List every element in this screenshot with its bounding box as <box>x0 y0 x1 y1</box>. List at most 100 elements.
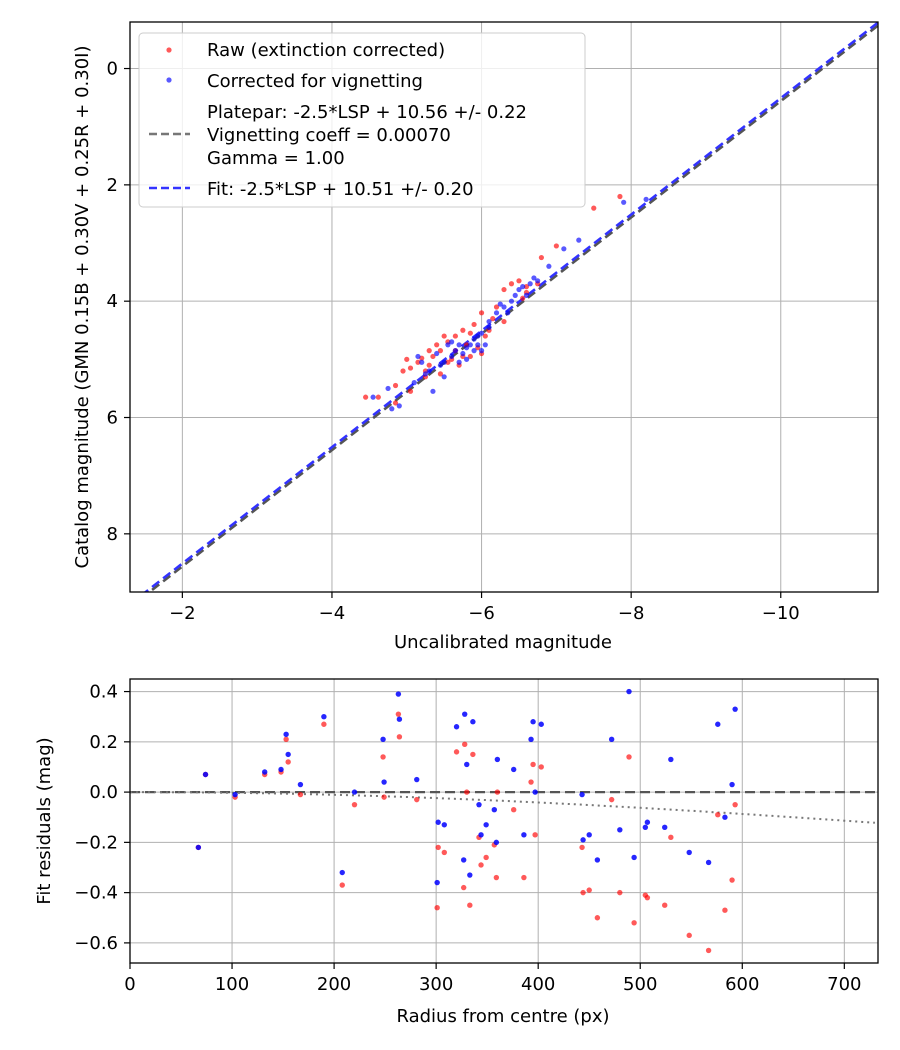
raw-residual-point <box>538 764 544 770</box>
raw-residual-point <box>580 889 586 896</box>
corrected-residual-point <box>594 857 601 863</box>
corrected-point <box>441 359 447 365</box>
corrected-residual-point <box>608 736 615 743</box>
bottom-chart: 0 100 200 300 400 500 600 700 0.4 0.2 0.0 −0.2 −0.4 −… <box>34 678 879 1027</box>
x-tick-label: 300 <box>419 974 453 995</box>
corrected-point <box>531 275 537 281</box>
corrected-residual-point <box>631 854 637 861</box>
corrected-point <box>497 301 503 307</box>
y-tick-label: −0.2 <box>74 832 118 853</box>
vignetting-curve <box>130 791 875 824</box>
top-x-label: Uncalibrated magnitude <box>394 632 612 653</box>
corrected-residual-point <box>686 849 692 856</box>
y-tick-label: −0.6 <box>74 933 118 954</box>
corrected-residual-point <box>467 872 473 878</box>
corrected-residual-point <box>491 806 498 813</box>
raw-residual-point <box>732 801 738 808</box>
raw-residual-point <box>705 947 712 954</box>
corrected-residual-point <box>202 771 209 778</box>
corrected-point <box>486 324 492 330</box>
raw-point <box>407 365 414 371</box>
corrected-residual-point <box>460 857 467 863</box>
raw-residual-point <box>686 932 692 939</box>
corrected-point <box>441 374 447 380</box>
corrected-residual-point <box>395 691 402 697</box>
legend-platepar-line2: Vignetting coeff = 0.00070 <box>207 125 451 146</box>
legend-platepar-line3: Gamma = 1.00 <box>207 148 345 169</box>
raw-residual-point <box>414 796 420 803</box>
corrected-point <box>426 368 432 374</box>
corrected-residual-point <box>626 688 632 695</box>
corrected-point <box>396 403 402 409</box>
corrected-residual-point <box>262 769 268 775</box>
raw-residual-point <box>460 884 467 891</box>
corrected-point <box>437 362 444 368</box>
raw-residual-point <box>617 889 623 896</box>
y-tick-label: 2 <box>107 175 118 196</box>
raw-residual-point <box>626 754 632 760</box>
corrected-residual-point <box>538 721 544 727</box>
raw-point <box>404 356 410 362</box>
bottom-y-label: Fit residuals (mag) <box>34 737 55 904</box>
bottom-reference-lines <box>130 790 878 824</box>
corrected-residual-point <box>705 859 712 866</box>
corrected-residual-point <box>278 766 284 773</box>
corrected-point <box>478 330 485 336</box>
raw-point <box>400 368 406 374</box>
corrected-residual-point <box>339 869 345 876</box>
platepar-line <box>147 24 878 592</box>
raw-point <box>363 394 369 400</box>
x-tick-label: 100 <box>215 974 249 995</box>
raw-residual-point <box>579 844 585 851</box>
top-corrected-points <box>370 196 649 412</box>
corrected-point <box>415 353 421 360</box>
raw-point <box>437 348 444 354</box>
corrected-residual-point <box>644 819 651 825</box>
raw-residual-point <box>532 832 538 838</box>
corrected-residual-point <box>297 781 304 788</box>
raw-point <box>467 330 473 336</box>
raw-point <box>452 333 458 339</box>
raw-point <box>392 400 399 406</box>
x-tick-label: −6 <box>468 603 495 624</box>
raw-residual-point <box>478 862 484 868</box>
raw-residual-point <box>395 711 402 717</box>
corrected-point <box>467 342 473 348</box>
corrected-point <box>546 263 552 269</box>
corrected-point <box>434 350 440 357</box>
raw-point <box>553 243 559 249</box>
raw-point <box>445 359 451 365</box>
corrected-residual-point <box>441 822 448 828</box>
raw-point <box>426 362 432 368</box>
raw-residual-point <box>434 905 440 911</box>
corrected-point <box>535 278 541 284</box>
corrected-residual-point <box>493 839 500 846</box>
x-tick-label: −10 <box>762 603 800 624</box>
raw-residual-point <box>380 754 386 760</box>
corrected-residual-point <box>521 832 527 838</box>
x-tick-label: −8 <box>618 603 645 624</box>
corrected-point <box>460 350 466 357</box>
corrected-residual-point <box>494 756 501 763</box>
raw-residual-point <box>510 806 517 813</box>
legend-raw-marker <box>166 47 172 53</box>
raw-residual-point <box>483 854 489 861</box>
corrected-residual-point <box>321 713 327 720</box>
raw-point <box>426 348 432 354</box>
raw-residual-point <box>528 779 534 785</box>
legend: Raw (extinction corrected) Corrected for… <box>138 32 586 208</box>
corrected-residual-point <box>483 822 489 828</box>
corrected-point <box>505 310 511 316</box>
bottom-corrected-points <box>195 688 738 886</box>
corrected-residual-point <box>617 827 623 833</box>
corrected-point <box>643 196 649 202</box>
corrected-point <box>445 342 451 348</box>
x-tick-label: 500 <box>623 974 657 995</box>
corrected-residual-point <box>434 879 440 886</box>
raw-residual-point <box>722 907 728 913</box>
corrected-point <box>419 359 425 365</box>
corrected-point <box>482 342 488 348</box>
raw-point <box>437 371 444 377</box>
raw-point <box>478 310 485 316</box>
x-tick-label: 200 <box>317 974 351 995</box>
